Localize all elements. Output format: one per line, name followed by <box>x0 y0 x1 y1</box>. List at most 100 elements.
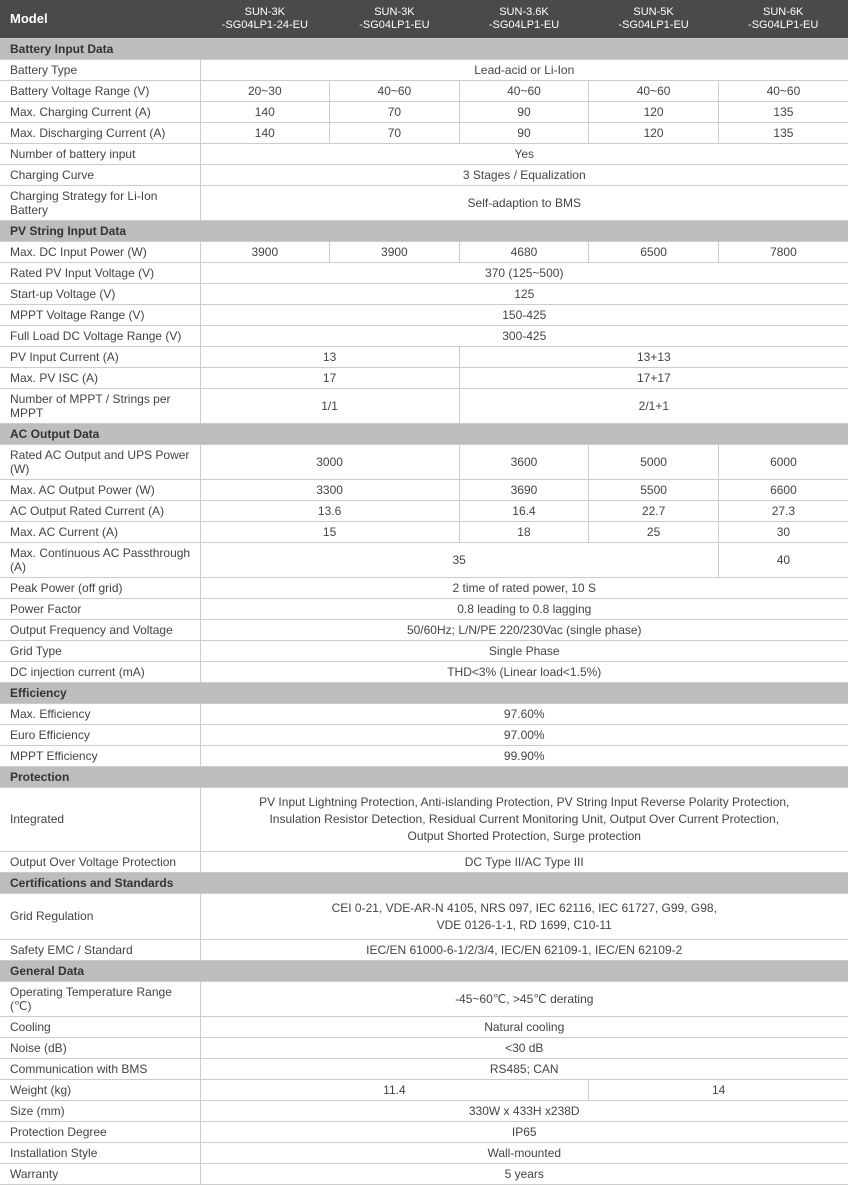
table-row: CoolingNatural cooling <box>0 1017 848 1038</box>
row-value: 3 Stages / Equalization <box>200 165 848 186</box>
row-value: 70 <box>330 102 460 123</box>
row-label: Grid Type <box>0 641 200 662</box>
table-row: MPPT Efficiency99.90% <box>0 746 848 767</box>
row-value: 40~60 <box>330 81 460 102</box>
row-label: Start-up Voltage (V) <box>0 284 200 305</box>
row-value: 3900 <box>200 242 330 263</box>
row-value: 3300 <box>200 480 459 501</box>
row-value: 0.8 leading to 0.8 lagging <box>200 599 848 620</box>
row-value: 370 (125~500) <box>200 263 848 284</box>
table-row: IntegratedPV Input Lightning Protection,… <box>0 788 848 851</box>
row-value: 125 <box>200 284 848 305</box>
row-value: 120 <box>589 123 719 144</box>
table-row: Max. Charging Current (A)1407090120135 <box>0 102 848 123</box>
table-row: Rated AC Output and UPS Power (W)3000360… <box>0 445 848 480</box>
row-label: Communication with BMS <box>0 1059 200 1080</box>
row-value: 7800 <box>718 242 848 263</box>
table-row: Charging Curve3 Stages / Equalization <box>0 165 848 186</box>
row-value: 15 <box>200 522 459 543</box>
row-label: Max. PV ISC (A) <box>0 368 200 389</box>
row-value: Wall-mounted <box>200 1143 848 1164</box>
row-value: 27.3 <box>718 501 848 522</box>
row-label: PV Input Current (A) <box>0 347 200 368</box>
header-col-1: SUN-3K-SG04LP1-24-EU <box>200 0 330 39</box>
row-label: Noise (dB) <box>0 1038 200 1059</box>
row-label: Cooling <box>0 1017 200 1038</box>
row-value: 11.4 <box>200 1080 589 1101</box>
table-row: Safety EMC / StandardIEC/EN 61000-6-1/2/… <box>0 940 848 961</box>
row-value: IP65 <box>200 1122 848 1143</box>
row-value: 50/60Hz; L/N/PE 220/230Vac (single phase… <box>200 620 848 641</box>
table-row: Installation StyleWall-mounted <box>0 1143 848 1164</box>
row-value: IEC/EN 61000-6-1/2/3/4, IEC/EN 62109-1, … <box>200 940 848 961</box>
row-value: 300-425 <box>200 326 848 347</box>
table-row: Power Factor0.8 leading to 0.8 lagging <box>0 599 848 620</box>
table-header: ModelSUN-3K-SG04LP1-24-EUSUN-3K-SG04LP1-… <box>0 0 848 39</box>
row-value: Single Phase <box>200 641 848 662</box>
row-value: -45~60℃, >45℃ derating <box>200 982 848 1017</box>
row-value: 13.6 <box>200 501 459 522</box>
row-value: 97.00% <box>200 725 848 746</box>
table-row: Output Over Voltage ProtectionDC Type II… <box>0 851 848 872</box>
row-value: PV Input Lightning Protection, Anti-isla… <box>200 788 848 851</box>
table-row: Peak Power (off grid)2 time of rated pow… <box>0 578 848 599</box>
row-value: 6600 <box>718 480 848 501</box>
row-value: 135 <box>718 123 848 144</box>
table-row: AC Output Rated Current (A)13.616.422.72… <box>0 501 848 522</box>
row-value: Natural cooling <box>200 1017 848 1038</box>
row-value: 330W x 433H x238D <box>200 1101 848 1122</box>
table-row: Max. Continuous AC Passthrough (A)3540 <box>0 543 848 578</box>
row-value: 16.4 <box>459 501 589 522</box>
row-value: 70 <box>330 123 460 144</box>
table-row: Max. AC Output Power (W)3300369055006600 <box>0 480 848 501</box>
row-value: 4680 <box>459 242 589 263</box>
row-value: 90 <box>459 123 589 144</box>
section-header: Efficiency <box>0 683 848 704</box>
table-row: Warranty5 years <box>0 1164 848 1185</box>
row-value: 30 <box>718 522 848 543</box>
table-row: Max. PV ISC (A)1717+17 <box>0 368 848 389</box>
table-row: Charging Strategy for Li-Ion BatterySelf… <box>0 186 848 221</box>
header-model: Model <box>0 0 200 39</box>
header-col-3: SUN-3.6K-SG04LP1-EU <box>459 0 589 39</box>
table-row: DC injection current (mA)THD<3% (Linear … <box>0 662 848 683</box>
table-row: Noise (dB)<30 dB <box>0 1038 848 1059</box>
row-value: Yes <box>200 144 848 165</box>
row-label: Size (mm) <box>0 1101 200 1122</box>
row-value: THD<3% (Linear load<1.5%) <box>200 662 848 683</box>
row-value: 5 years <box>200 1164 848 1185</box>
row-value: 135 <box>718 102 848 123</box>
row-label: Integrated <box>0 788 200 851</box>
table-row: Grid RegulationCEI 0-21, VDE-AR-N 4105, … <box>0 893 848 940</box>
row-label: Charging Strategy for Li-Ion Battery <box>0 186 200 221</box>
row-value: 150-425 <box>200 305 848 326</box>
row-value: 2/1+1 <box>459 389 848 424</box>
row-value: 20~30 <box>200 81 330 102</box>
row-label: Max. Discharging Current (A) <box>0 123 200 144</box>
table-row: Max. AC Current (A)15182530 <box>0 522 848 543</box>
row-label: Full Load DC Voltage Range (V) <box>0 326 200 347</box>
row-value: DC Type II/AC Type III <box>200 851 848 872</box>
row-value: 6500 <box>589 242 719 263</box>
row-value: 3900 <box>330 242 460 263</box>
row-label: Peak Power (off grid) <box>0 578 200 599</box>
row-label: Output Frequency and Voltage <box>0 620 200 641</box>
row-value: 13 <box>200 347 459 368</box>
section-title: Efficiency <box>0 683 848 704</box>
row-value: 3000 <box>200 445 459 480</box>
header-col-5: SUN-6K-SG04LP1-EU <box>718 0 848 39</box>
table-row: Weight (kg)11.414 <box>0 1080 848 1101</box>
row-label: DC injection current (mA) <box>0 662 200 683</box>
row-value: 3600 <box>459 445 589 480</box>
table-row: Operating Temperature Range (℃)-45~60℃, … <box>0 982 848 1017</box>
table-row: Protection DegreeIP65 <box>0 1122 848 1143</box>
row-value: 17+17 <box>459 368 848 389</box>
table-row: Battery TypeLead-acid or Li-Ion <box>0 60 848 81</box>
row-label: Installation Style <box>0 1143 200 1164</box>
row-label: Charging Curve <box>0 165 200 186</box>
table-row: Output Frequency and Voltage50/60Hz; L/N… <box>0 620 848 641</box>
row-value: RS485; CAN <box>200 1059 848 1080</box>
row-value: 40~60 <box>718 81 848 102</box>
row-value: 140 <box>200 102 330 123</box>
row-value: 22.7 <box>589 501 719 522</box>
